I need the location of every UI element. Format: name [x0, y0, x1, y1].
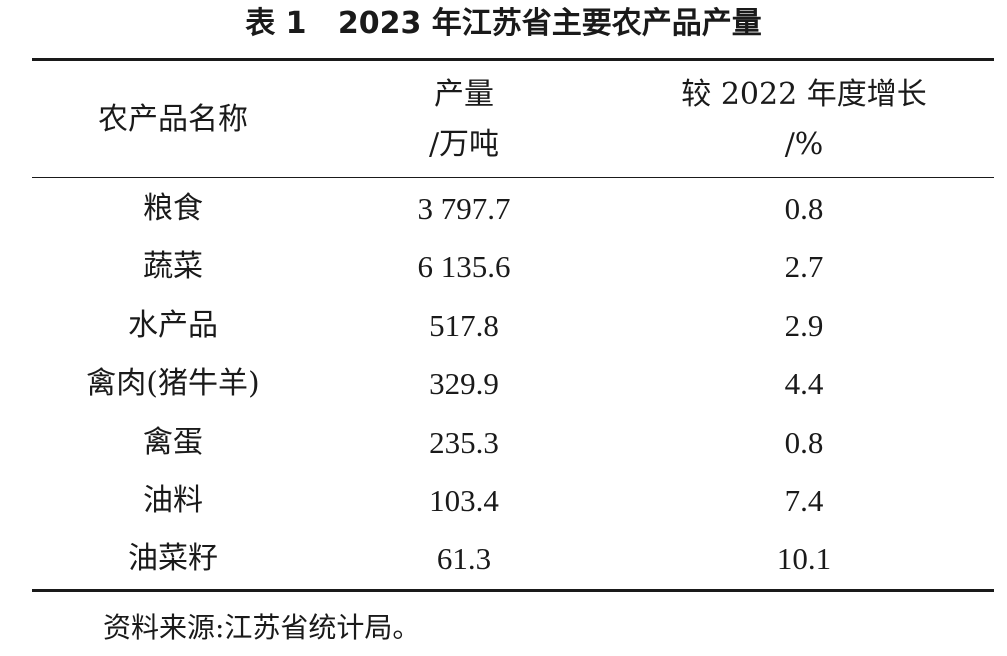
table-row: 水产品 517.8 2.9: [32, 297, 994, 355]
quantity-cell: 235.3: [429, 424, 499, 460]
table-row: 油料 103.4 7.4: [32, 472, 994, 530]
growth-cell: 0.8: [784, 424, 824, 460]
quantity-cell: 517.8: [429, 307, 499, 343]
growth-cell: 7.4: [784, 482, 824, 518]
product-name-cell: 水产品: [128, 307, 218, 343]
quantity-cell: 103.4: [429, 482, 499, 518]
quantity-cell: 6 135.6: [417, 249, 511, 285]
growth-cell: 4.4: [784, 366, 824, 402]
header-rule: [32, 177, 994, 178]
quantity-cell: 329.9: [429, 366, 499, 402]
growth-cell: 2.9: [784, 307, 824, 343]
product-name-cell: 禽肉(猪牛羊): [86, 366, 260, 402]
source-note: 资料来源:江苏省统计局。: [103, 611, 421, 644]
growth-cell: 0.8: [784, 191, 824, 226]
growth-cell: 10.1: [776, 541, 832, 577]
product-name-cell: 油料: [143, 482, 203, 518]
table-row: 粮食 3 797.7 0.8: [32, 180, 994, 238]
top-rule: [32, 58, 994, 61]
product-name-cell: 油菜籽: [128, 541, 218, 577]
table-row: 蔬菜 6 135.6 2.7: [32, 238, 994, 296]
table-row: 禽蛋 235.3 0.8: [32, 414, 994, 472]
growth-cell: 2.7: [784, 249, 824, 285]
product-name-cell: 蔬菜: [143, 249, 203, 285]
bottom-rule: [32, 589, 994, 592]
table-caption: 表 1 2023 年江苏省主要农产品产量: [245, 6, 762, 41]
quantity-cell: 61.3: [436, 541, 492, 577]
table-body: 粮食 3 797.7 0.8 蔬菜 6 135.6 2.7 水产品 517.8 …: [32, 180, 994, 589]
header-growth-unit: /%: [784, 127, 824, 162]
quantity-cell: 3 797.7: [417, 191, 511, 226]
header-growth-label: 较 2022 年度增长: [681, 77, 927, 112]
header-quantity-unit: /万吨: [428, 127, 500, 162]
product-name-cell: 禽蛋: [143, 424, 203, 460]
header-product-name-label: 农产品名称: [98, 102, 248, 137]
product-name-cell: 粮食: [143, 191, 203, 226]
header-quantity: 产量 /万吨: [314, 66, 614, 174]
header-growth: 较 2022 年度增长 /%: [614, 66, 994, 174]
header-product-name: 农产品名称: [32, 66, 314, 174]
header-quantity-label: 产量: [434, 77, 494, 112]
table-row: 油菜籽 61.3 10.1: [32, 530, 994, 588]
table-row: 禽肉(猪牛羊) 329.9 4.4: [32, 355, 994, 413]
